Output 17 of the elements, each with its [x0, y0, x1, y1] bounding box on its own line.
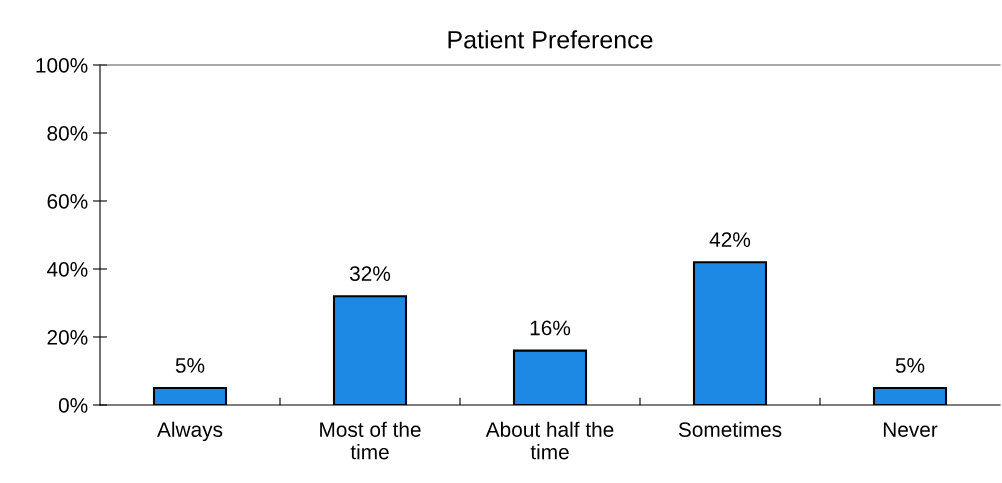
y-tick-label: 40%	[46, 262, 88, 277]
data-label: 32%	[349, 266, 391, 281]
y-tick-label: 80%	[47, 126, 88, 141]
x-tick-label: Always	[157, 421, 223, 442]
y-tick-label: 100%	[36, 58, 88, 73]
x-tick-label: About half the time	[485, 421, 614, 460]
y-tick-label: 0%	[58, 398, 88, 413]
data-label: 5%	[895, 358, 925, 373]
x-tick-label: Never	[883, 422, 938, 437]
x-tick-label: Sometimes	[678, 421, 782, 437]
x-tick-label: Most of the time	[320, 421, 421, 460]
y-tick-label: 60%	[47, 194, 88, 209]
y-tick-label: 20%	[47, 330, 88, 345]
data-label: 5%	[175, 358, 205, 373]
data-label: 16%	[530, 320, 571, 336]
data-label: 42%	[709, 232, 751, 247]
chart-title: Patient Preference	[448, 30, 653, 49]
